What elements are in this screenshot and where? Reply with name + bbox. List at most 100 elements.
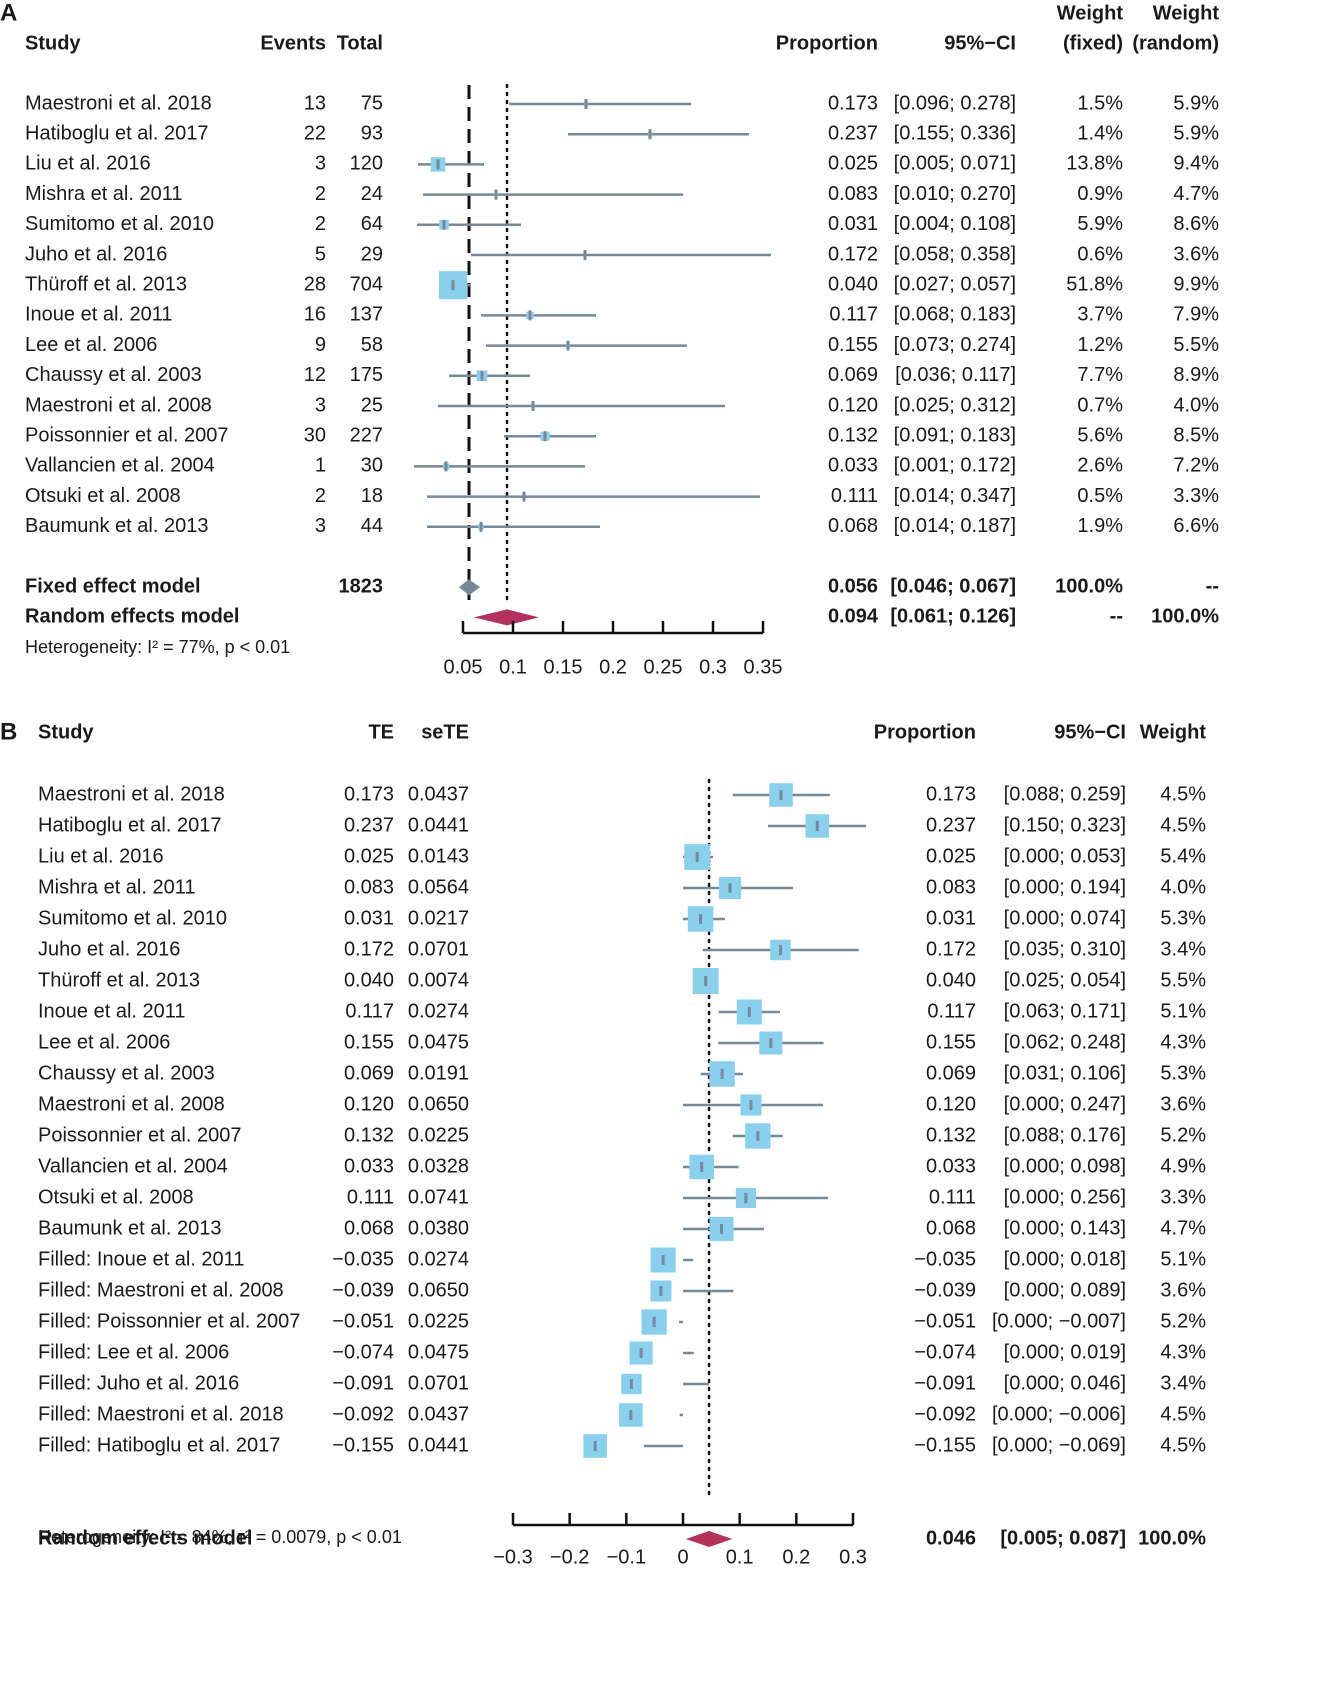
cell-weight-fixed: 2.6% bbox=[1077, 455, 1123, 477]
cell-te: 0.069 bbox=[344, 1062, 394, 1084]
cell-proportion: 0.237 bbox=[828, 122, 878, 144]
column-header: Weight bbox=[1140, 721, 1207, 743]
cell-events: 5 bbox=[315, 243, 326, 265]
cell-study: Maestroni et al. 2018 bbox=[38, 783, 225, 805]
cell-proportion: 0.172 bbox=[828, 243, 878, 265]
cell-study: Vallancien et al. 2004 bbox=[38, 1155, 228, 1177]
cell-ci: [0.000; 0.018] bbox=[1004, 1248, 1126, 1270]
cell-study: Inoue et al. 2011 bbox=[25, 304, 173, 326]
cell-weight-fixed: 100.0% bbox=[1055, 575, 1123, 597]
cell-study: Filled: Hatiboglu et al. 2017 bbox=[38, 1434, 280, 1456]
cell-ci: [0.000; 0.194] bbox=[1004, 876, 1126, 898]
cell-weight-random: 8.6% bbox=[1173, 213, 1219, 235]
cell-study: Thüroff et al. 2013 bbox=[25, 273, 187, 295]
cell-weight: 5.3% bbox=[1160, 907, 1206, 929]
panel-label: B bbox=[0, 718, 17, 745]
cell-proportion: 0.155 bbox=[828, 334, 878, 356]
cell-proportion: 0.120 bbox=[828, 394, 878, 416]
cell-total: 175 bbox=[350, 364, 383, 386]
cell-sete: 0.0650 bbox=[408, 1093, 469, 1115]
cell-te: −0.051 bbox=[332, 1310, 394, 1332]
cell-sete: 0.0328 bbox=[408, 1155, 469, 1177]
cell-weight-fixed: 0.7% bbox=[1077, 394, 1123, 416]
cell-proportion: 0.117 bbox=[829, 304, 878, 326]
cell-proportion: 0.094 bbox=[828, 606, 879, 628]
cell-sete: 0.0650 bbox=[408, 1279, 469, 1301]
cell-ci: [0.150; 0.323] bbox=[1004, 814, 1126, 836]
cell-te: 0.033 bbox=[344, 1155, 394, 1177]
cell-sete: 0.0475 bbox=[408, 1031, 469, 1053]
column-header: seTE bbox=[421, 721, 469, 743]
cell-ci: [0.061; 0.126] bbox=[890, 606, 1016, 628]
cell-study: Hatiboglu et al. 2017 bbox=[25, 122, 208, 144]
cell-study: Random effects model bbox=[25, 606, 239, 628]
cell-weight: 4.5% bbox=[1160, 783, 1206, 805]
cell-weight: 5.4% bbox=[1160, 845, 1206, 867]
cell-weight-random: 8.9% bbox=[1173, 364, 1219, 386]
column-header: Total bbox=[337, 32, 383, 54]
cell-sete: 0.0274 bbox=[408, 1248, 469, 1270]
cell-weight-random: -- bbox=[1206, 575, 1219, 597]
cell-study: Maestroni et al. 2008 bbox=[38, 1093, 225, 1115]
cell-total: 75 bbox=[361, 92, 383, 114]
cell-events: 3 bbox=[315, 515, 326, 537]
cell-study: Inoue et al. 2011 bbox=[38, 1000, 186, 1022]
cell-weight: 5.2% bbox=[1160, 1124, 1206, 1146]
cell-ci: [0.001; 0.172] bbox=[894, 455, 1016, 477]
cell-ci: [0.058; 0.358] bbox=[894, 243, 1016, 265]
cell-proportion: 0.111 bbox=[831, 485, 878, 507]
column-header: Proportion bbox=[776, 32, 878, 54]
cell-weight: 4.9% bbox=[1160, 1155, 1206, 1177]
cell-proportion: 0.069 bbox=[828, 364, 878, 386]
cell-proportion: 0.046 bbox=[926, 1527, 976, 1549]
cell-weight: 4.0% bbox=[1160, 876, 1206, 898]
x-tick-label: 0 bbox=[677, 1546, 688, 1568]
cell-te: 0.173 bbox=[344, 783, 394, 805]
cell-te: −0.155 bbox=[332, 1434, 394, 1456]
x-tick-label: −0.1 bbox=[607, 1546, 646, 1568]
x-tick-label: 0.35 bbox=[744, 656, 783, 678]
cell-ci: [0.073; 0.274] bbox=[894, 334, 1016, 356]
cell-proportion: 0.173 bbox=[828, 92, 878, 114]
cell-ci: [0.014; 0.187] bbox=[894, 515, 1016, 537]
cell-te: −0.035 bbox=[332, 1248, 394, 1270]
cell-weight: 5.2% bbox=[1160, 1310, 1206, 1332]
cell-proportion: 0.056 bbox=[828, 575, 878, 597]
cell-study: Otsuki et al. 2008 bbox=[38, 1186, 194, 1208]
cell-weight-fixed: 51.8% bbox=[1066, 273, 1123, 295]
cell-study: Mishra et al. 2011 bbox=[38, 876, 196, 898]
cell-study: Otsuki et al. 2008 bbox=[25, 485, 181, 507]
column-header: Proportion bbox=[874, 721, 976, 743]
cell-study: Mishra et al. 2011 bbox=[25, 183, 183, 205]
column-header: Weight bbox=[1153, 2, 1220, 24]
cell-weight: 4.5% bbox=[1160, 814, 1206, 836]
cell-total: 24 bbox=[361, 183, 383, 205]
summary-diamond bbox=[685, 1531, 733, 1547]
cell-study: Filled: Poissonnier et al. 2007 bbox=[38, 1310, 300, 1332]
cell-ci: [0.025; 0.312] bbox=[894, 394, 1016, 416]
column-header: (random) bbox=[1132, 32, 1219, 54]
cell-ci: [0.155; 0.336] bbox=[894, 122, 1016, 144]
cell-weight-fixed: 7.7% bbox=[1077, 364, 1123, 386]
cell-te: 0.237 bbox=[344, 814, 394, 836]
cell-weight: 3.6% bbox=[1160, 1279, 1206, 1301]
cell-sete: 0.0441 bbox=[408, 814, 469, 836]
cell-total: 227 bbox=[350, 424, 383, 446]
cell-ci: [0.000; 0.019] bbox=[1004, 1341, 1126, 1363]
cell-study: Sumitomo et al. 2010 bbox=[25, 213, 214, 235]
cell-proportion: −0.051 bbox=[914, 1310, 976, 1332]
cell-ci: [0.005; 0.087] bbox=[1000, 1527, 1126, 1549]
cell-ci: [0.010; 0.270] bbox=[894, 183, 1016, 205]
cell-weight-fixed: 1.5% bbox=[1077, 92, 1123, 114]
column-header: 95%−CI bbox=[944, 32, 1016, 54]
cell-ci: [0.000; 0.046] bbox=[1004, 1372, 1126, 1394]
heterogeneity: Heterogeneity: I² = 77%, p < 0.01 bbox=[25, 637, 290, 657]
cell-weight-random: 5.5% bbox=[1173, 334, 1219, 356]
cell-sete: 0.0217 bbox=[408, 907, 469, 929]
cell-te: 0.068 bbox=[344, 1217, 394, 1239]
cell-study: Filled: Inoue et al. 2011 bbox=[38, 1248, 244, 1270]
x-tick-label: 0.2 bbox=[782, 1546, 810, 1568]
cell-proportion: 0.031 bbox=[926, 907, 976, 929]
cell-proportion: −0.035 bbox=[914, 1248, 976, 1270]
cell-proportion: 0.117 bbox=[927, 1000, 976, 1022]
